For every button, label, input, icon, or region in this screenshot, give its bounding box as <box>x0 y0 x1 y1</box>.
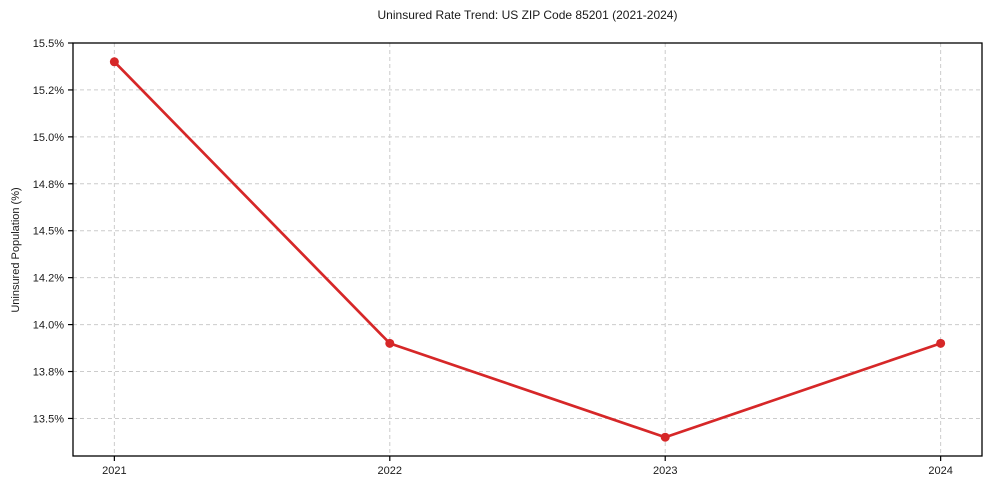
y-tick-label: 14.0% <box>33 320 64 332</box>
y-tick-label: 15.5% <box>33 38 64 50</box>
x-tick-label: 2022 <box>378 465 402 477</box>
trend-line <box>113 60 942 439</box>
y-tick-label: 13.5% <box>33 413 64 425</box>
y-tick-label: 15.0% <box>33 132 64 144</box>
x-tick-label: 2021 <box>102 465 126 477</box>
chart-title: Uninsured Rate Trend: US ZIP Code 85201 … <box>377 8 678 22</box>
data-point-marker <box>660 432 670 442</box>
plot-border <box>72 42 983 457</box>
x-tick-label: 2024 <box>928 465 952 477</box>
y-tick-label: 14.2% <box>33 273 64 285</box>
y-tick-label: 13.8% <box>33 367 64 379</box>
data-point-marker <box>936 338 946 348</box>
x-tick-label: 2023 <box>653 465 677 477</box>
y-tick-label: 14.5% <box>33 226 64 238</box>
data-point-marker <box>109 57 119 67</box>
data-point-marker <box>385 338 395 348</box>
y-tick-label: 14.8% <box>33 179 64 191</box>
y-tick-label: 15.2% <box>33 85 64 97</box>
